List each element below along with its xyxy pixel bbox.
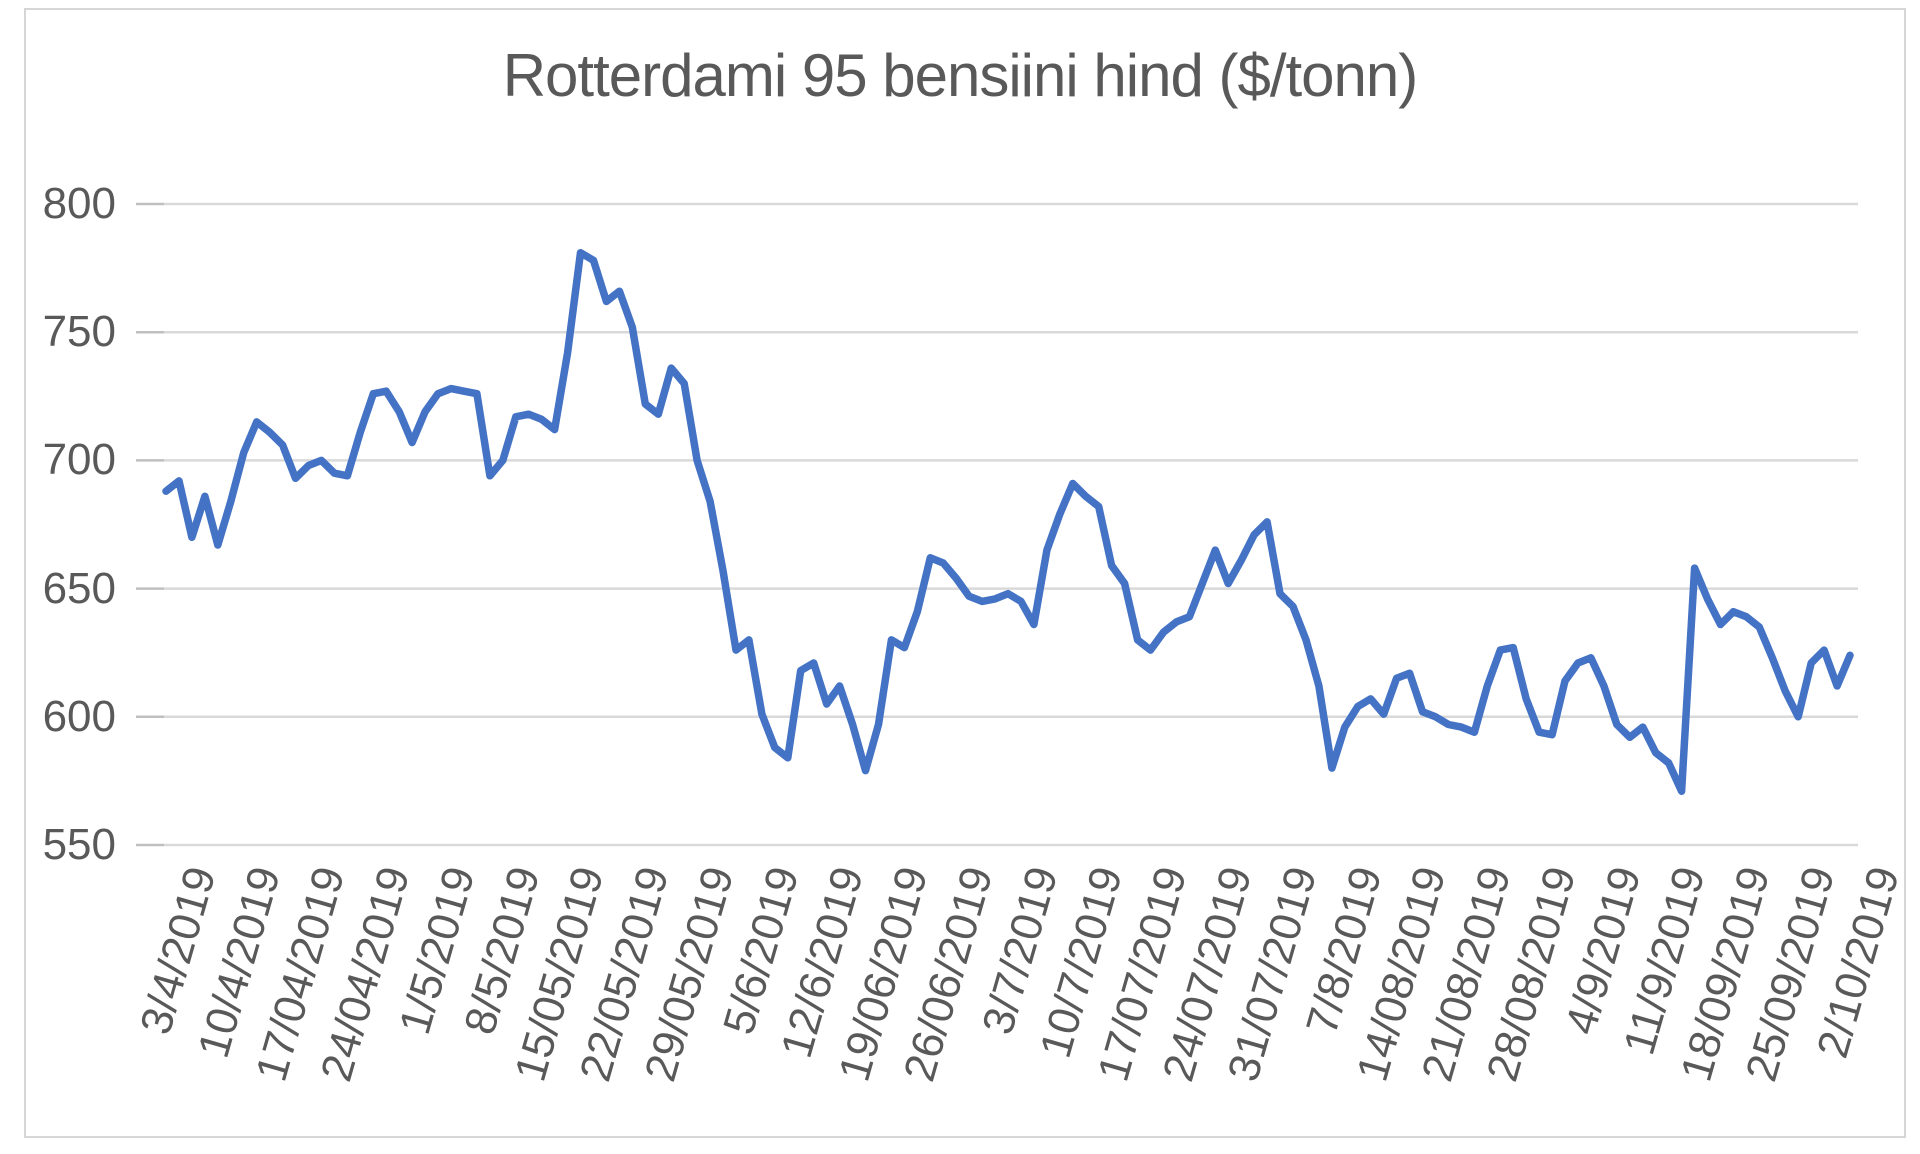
- y-axis-tick-label: 600: [42, 691, 116, 741]
- y-axis-tick-marks: [136, 202, 164, 847]
- y-axis-tick-label: 750: [42, 307, 116, 357]
- chart-frame: [24, 8, 1906, 1138]
- price-line-group: [162, 248, 1854, 795]
- y-axis-tick-label: 650: [42, 563, 116, 613]
- gridlines: [164, 202, 1858, 847]
- y-axis-tick-label: 700: [42, 435, 116, 485]
- y-axis-tick-label: 550: [42, 820, 116, 869]
- chart-title: Rotterdami 95 bensiini hind ($/tonn): [502, 42, 1419, 109]
- y-axis-tick-label: 800: [42, 179, 116, 228]
- price-line: [162, 248, 1854, 795]
